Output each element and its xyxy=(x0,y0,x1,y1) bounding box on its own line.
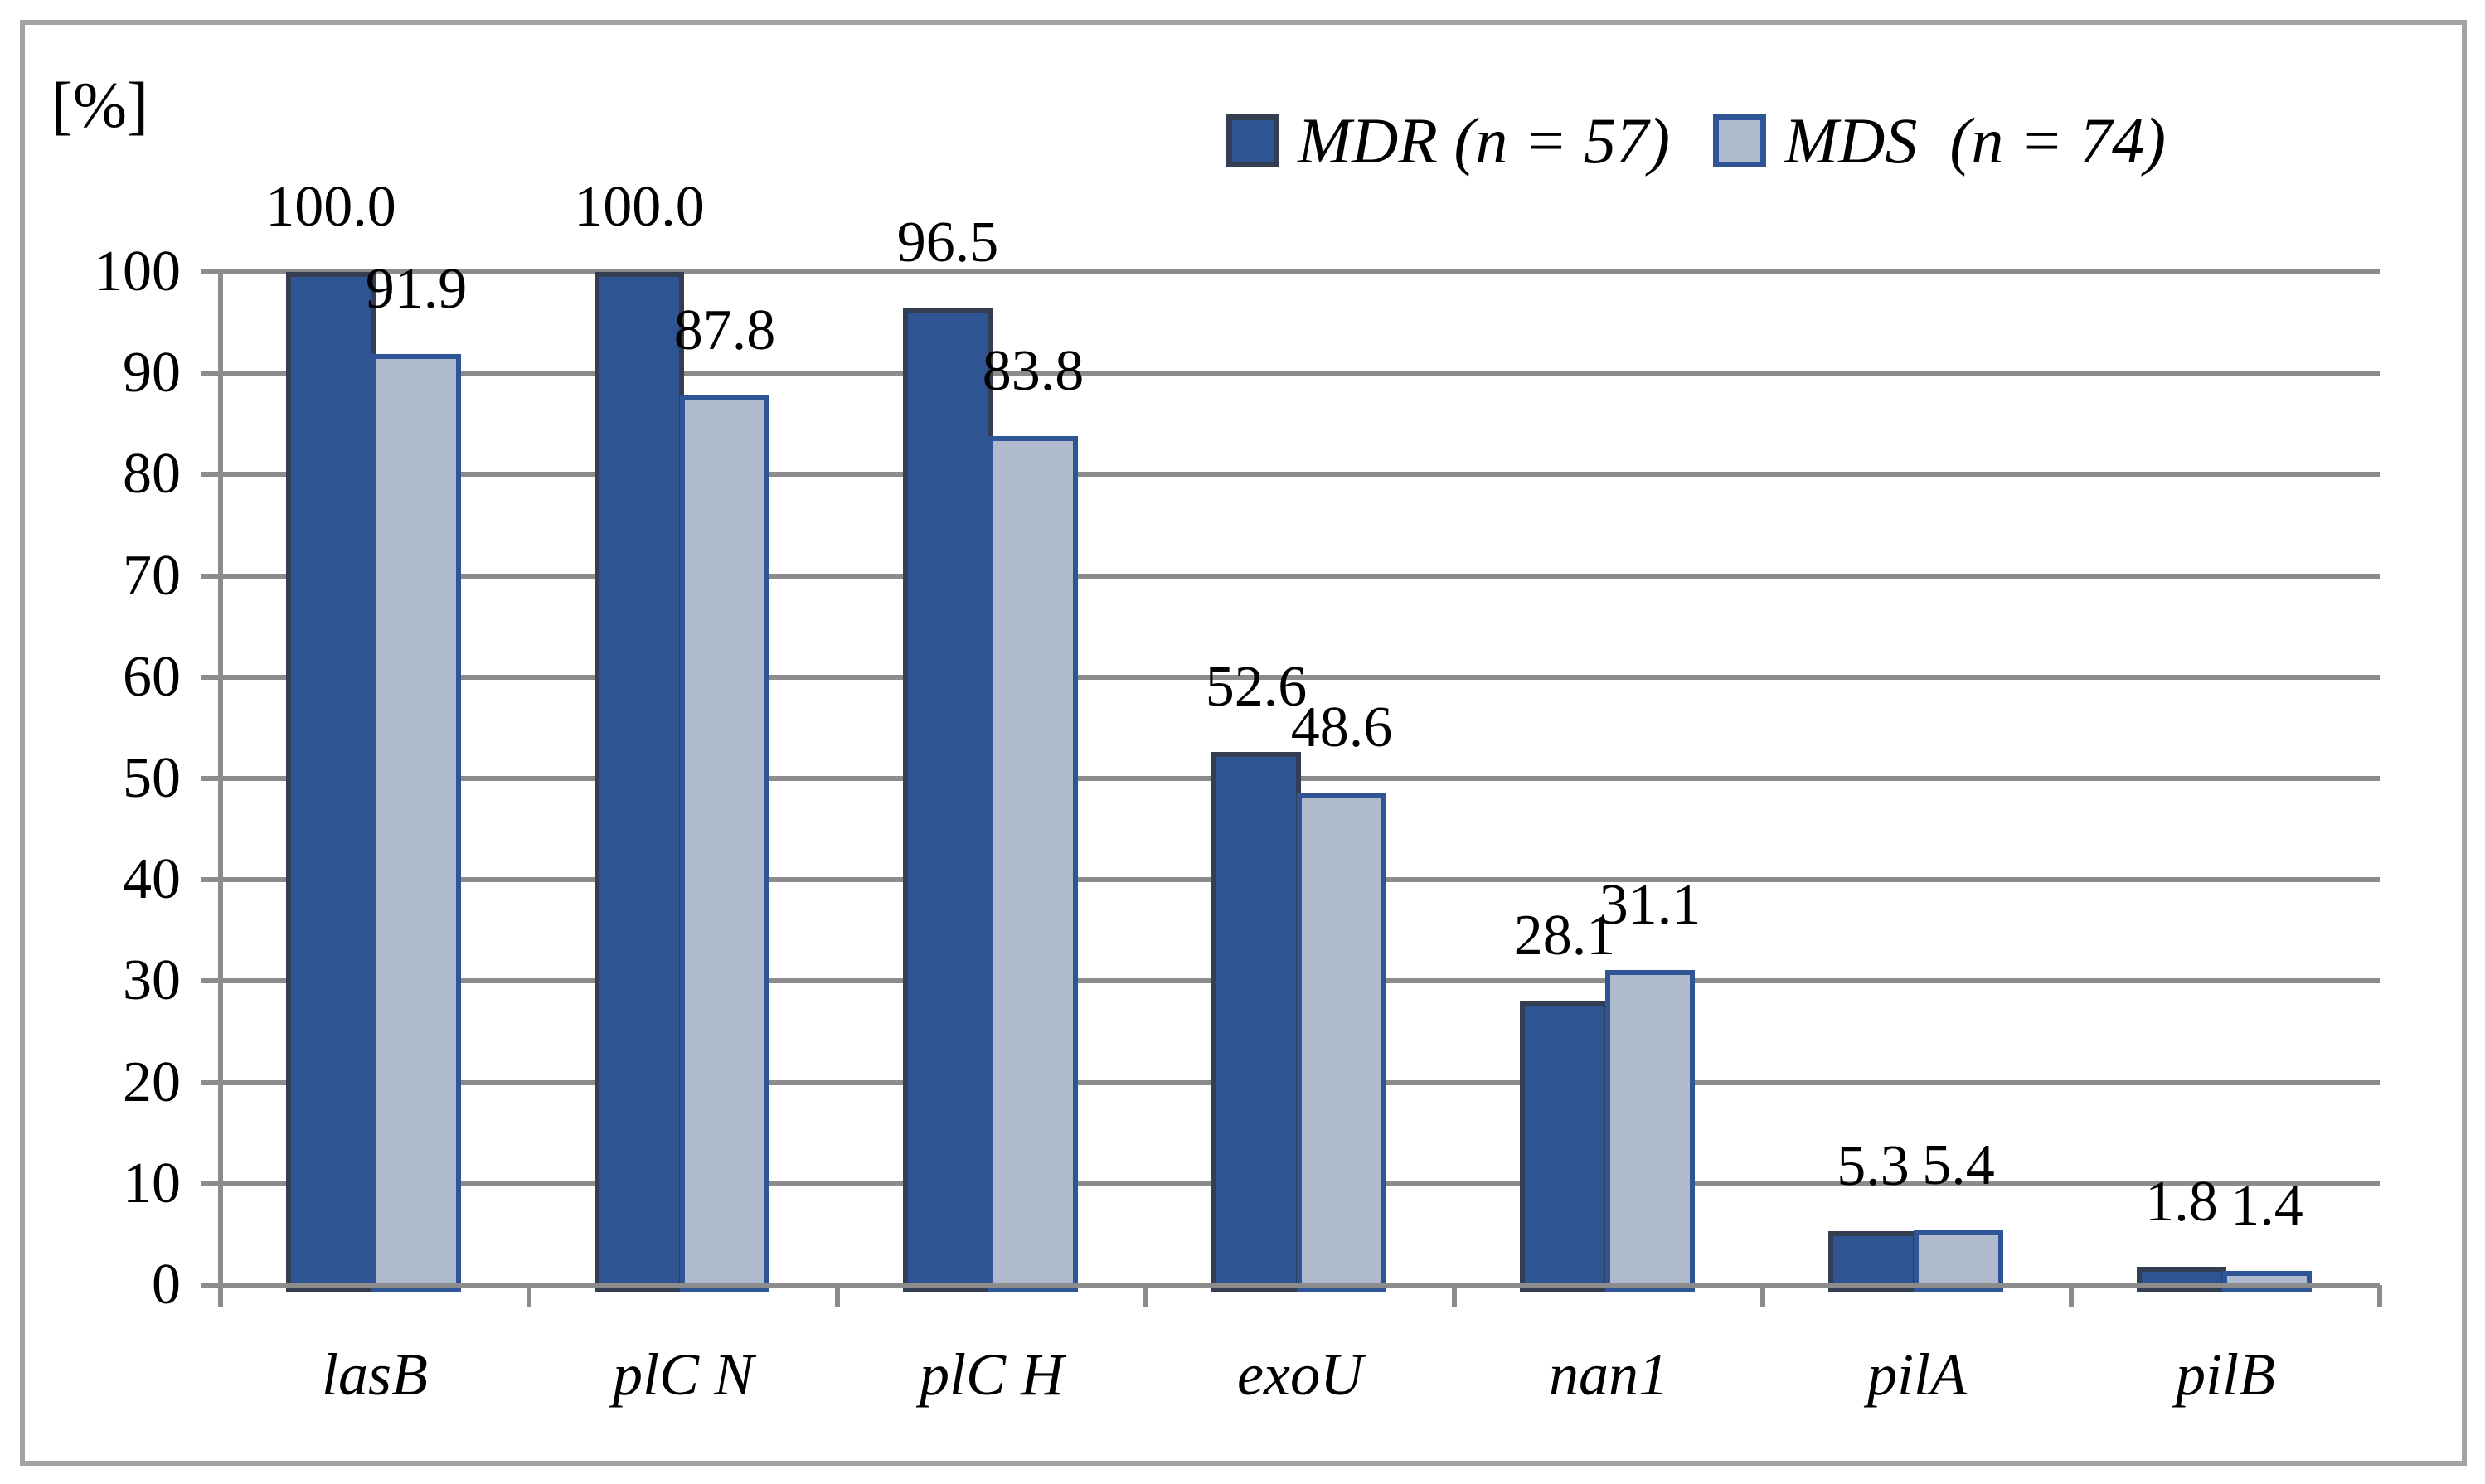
y-axis-line xyxy=(218,272,223,1307)
x-axis-boundary-tick-2 xyxy=(835,1285,840,1307)
bar-mdr-plC N xyxy=(595,272,684,1292)
x-axis-label-plC N: plC N xyxy=(612,1341,755,1408)
y-tick-label-40: 40 xyxy=(123,847,181,911)
legend-swatch-mds xyxy=(1713,114,1767,167)
x-axis-boundary-tick-5 xyxy=(1760,1285,1765,1307)
value-label-mds-pilA: 5.4 xyxy=(1922,1133,1995,1197)
legend: MDR (n = 57) MDS (n = 74) xyxy=(1226,108,2166,174)
x-axis-label-lasB: lasB xyxy=(321,1341,428,1408)
gridline-70 xyxy=(201,574,2380,579)
y-tick-label-60: 60 xyxy=(123,645,181,709)
y-tick-label-30: 30 xyxy=(123,948,181,1012)
value-label-mds-plC N: 87.8 xyxy=(673,298,776,362)
bar-mdr-pilA xyxy=(1828,1231,1918,1292)
x-axis-label-plC H: plC H xyxy=(919,1341,1065,1408)
y-axis-unit-label: [%] xyxy=(51,69,148,141)
x-axis-boundary-tick-4 xyxy=(1452,1285,1457,1307)
x-axis-boundary-tick-7 xyxy=(2377,1285,2382,1307)
y-tick-label-20: 20 xyxy=(123,1050,181,1114)
bar-mds-plC H xyxy=(988,436,1078,1292)
bar-mds-plC N xyxy=(680,395,769,1292)
bar-mds-nan1 xyxy=(1605,970,1695,1292)
x-axis-label-pilB: pilB xyxy=(2176,1341,2275,1408)
value-label-mdr-plC H: 96.5 xyxy=(896,211,999,274)
value-label-mdr-nan1: 28.1 xyxy=(1513,904,1616,968)
bar-mds-exoU xyxy=(1297,793,1386,1292)
gridline-90 xyxy=(201,371,2380,376)
y-tick-label-90: 90 xyxy=(123,341,181,405)
y-tick-label-0: 0 xyxy=(152,1253,181,1317)
gridline-80 xyxy=(201,472,2380,477)
x-axis-label-nan1: nan1 xyxy=(1549,1341,1668,1408)
bar-mds-pilB xyxy=(2222,1271,2312,1292)
x-axis-label-exoU: exoU xyxy=(1237,1341,1363,1408)
x-axis-label-pilA: pilA xyxy=(1867,1341,1967,1408)
value-label-mds-lasB: 91.9 xyxy=(365,257,468,321)
value-label-mdr-plC N: 100.0 xyxy=(574,175,705,239)
value-label-mds-plC H: 83.8 xyxy=(982,339,1085,403)
bar-mdr-pilB xyxy=(2137,1267,2226,1292)
bar-mdr-plC H xyxy=(903,308,993,1292)
bar-mdr-lasB xyxy=(286,272,376,1292)
legend-swatch-mdr xyxy=(1226,114,1279,167)
y-tick-label-70: 70 xyxy=(123,544,181,608)
x-axis-boundary-tick-3 xyxy=(1143,1285,1148,1307)
x-axis-baseline xyxy=(201,1283,2380,1288)
value-label-mds-exoU: 48.6 xyxy=(1290,696,1393,759)
bar-mds-lasB xyxy=(371,354,461,1292)
y-tick-label-50: 50 xyxy=(123,746,181,810)
y-tick-label-80: 80 xyxy=(123,442,181,506)
value-label-mds-pilB: 1.4 xyxy=(2230,1174,2303,1238)
x-axis-boundary-tick-1 xyxy=(527,1285,531,1307)
legend-label-mdr: MDR (n = 57) xyxy=(1298,104,1671,177)
bar-mdr-exoU xyxy=(1211,752,1301,1292)
value-label-mdr-exoU: 52.6 xyxy=(1205,655,1308,719)
value-label-mdr-lasB: 100.0 xyxy=(265,175,396,239)
y-tick-label-10: 10 xyxy=(123,1152,181,1215)
bar-mds-pilA xyxy=(1914,1230,2003,1292)
x-axis-boundary-tick-6 xyxy=(2069,1285,2074,1307)
gridline-100 xyxy=(201,269,2380,274)
value-label-mds-nan1: 31.1 xyxy=(1599,873,1701,937)
value-label-mdr-pilB: 1.8 xyxy=(2145,1170,2218,1234)
legend-label-mds: MDS (n = 74) xyxy=(1784,104,2166,177)
bar-mdr-nan1 xyxy=(1520,1001,1609,1292)
gridline-60 xyxy=(201,675,2380,680)
value-label-mdr-pilA: 5.3 xyxy=(1837,1134,1910,1198)
y-tick-label-100: 100 xyxy=(94,240,181,303)
